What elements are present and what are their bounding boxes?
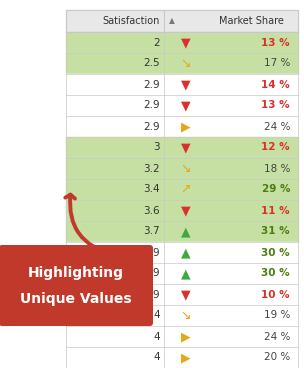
Text: 3.9: 3.9 [143,269,160,279]
Text: Market Share: Market Share [219,16,284,26]
Text: 3: 3 [154,142,160,152]
Bar [66,10,298,32]
Text: 13 %: 13 % [261,38,290,47]
Bar [66,116,298,137]
Bar [66,347,298,368]
Text: ▶: ▶ [181,351,191,364]
Bar [66,53,298,74]
Text: Satisfaction: Satisfaction [103,16,160,26]
Text: 2.5: 2.5 [143,59,160,68]
Text: 18 %: 18 % [264,163,290,173]
Bar [66,158,298,179]
Text: ▼: ▼ [181,78,191,91]
Text: Unique Values: Unique Values [20,292,132,306]
Bar [66,200,298,221]
Text: 4: 4 [154,311,160,321]
Text: 3.4: 3.4 [143,184,160,195]
FancyBboxPatch shape [0,245,153,326]
Bar [66,263,298,284]
Text: 14 %: 14 % [261,79,290,89]
Text: 31 %: 31 % [261,226,290,237]
Text: 12 %: 12 % [261,142,290,152]
Bar [66,74,298,95]
Text: ▼: ▼ [181,141,191,154]
Text: ▼: ▼ [181,204,191,217]
Text: ▲: ▲ [181,246,191,259]
Text: 4: 4 [154,353,160,362]
Text: 2.9: 2.9 [143,121,160,131]
Text: 2.9: 2.9 [143,79,160,89]
Text: ▲: ▲ [169,17,175,25]
Text: ▶: ▶ [181,120,191,133]
Text: 3.6: 3.6 [143,205,160,216]
Text: 24 %: 24 % [264,121,290,131]
Text: 29 %: 29 % [261,184,290,195]
Text: 13 %: 13 % [261,100,290,110]
Text: Highlighting: Highlighting [28,266,124,280]
Text: 20 %: 20 % [264,353,290,362]
Text: 3.2: 3.2 [143,163,160,173]
Bar [66,179,298,200]
Text: 30 %: 30 % [261,269,290,279]
Text: 11 %: 11 % [261,205,290,216]
Text: 17 %: 17 % [264,59,290,68]
Bar [66,32,298,53]
Text: ▲: ▲ [181,225,191,238]
Text: ▼: ▼ [181,99,191,112]
Bar [66,326,298,347]
Text: 3.7: 3.7 [143,226,160,237]
Text: ↘: ↘ [181,162,191,175]
Text: ▶: ▶ [181,330,191,343]
Text: ▲: ▲ [181,267,191,280]
Text: 24 %: 24 % [264,332,290,342]
Bar [66,305,298,326]
Text: 3.9: 3.9 [143,290,160,300]
Text: 2.9: 2.9 [143,100,160,110]
Text: ▼: ▼ [181,288,191,301]
Text: 30 %: 30 % [261,248,290,258]
Bar [66,137,298,158]
Bar [66,95,298,116]
Text: 19 %: 19 % [264,311,290,321]
Text: ▼: ▼ [181,36,191,49]
Text: ↘: ↘ [181,309,191,322]
Text: 10 %: 10 % [261,290,290,300]
Text: 4: 4 [154,332,160,342]
Text: 3.9: 3.9 [143,248,160,258]
Bar [66,284,298,305]
Bar [66,242,298,263]
Text: 2: 2 [154,38,160,47]
Bar [66,221,298,242]
Text: ↗: ↗ [181,183,191,196]
Text: ↘: ↘ [181,57,191,70]
